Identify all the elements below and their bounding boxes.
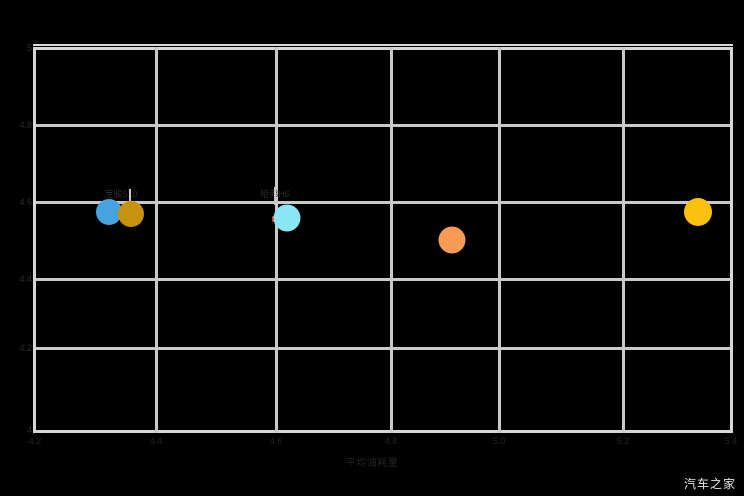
y-tick-label: 5	[26, 43, 32, 53]
gridline-vertical	[622, 47, 625, 433]
gridline-horizontal	[33, 278, 733, 281]
gridline-horizontal	[33, 47, 733, 50]
data-point-marker[interactable]	[273, 204, 301, 232]
gridline-horizontal	[33, 430, 733, 433]
watermark: 汽车之家	[683, 477, 736, 491]
axis-top-line	[33, 44, 733, 46]
gridline-vertical	[33, 47, 36, 433]
gridline-horizontal	[33, 201, 733, 204]
y-tick-label: 4.8	[19, 120, 32, 130]
x-tick-label: 4.6	[269, 436, 283, 446]
data-point-stem	[129, 189, 131, 203]
data-point-marker[interactable]	[118, 201, 144, 227]
y-tick-label: 4.2	[19, 343, 32, 353]
data-point-marker[interactable]	[684, 198, 712, 226]
data-point-marker[interactable]	[438, 226, 466, 254]
gridline-vertical	[275, 47, 278, 433]
x-tick-label: 5.4	[724, 436, 738, 446]
gridline-horizontal	[33, 347, 733, 350]
x-tick-label: 4.4	[149, 436, 163, 446]
data-point-marker[interactable]	[96, 199, 122, 225]
gridline-horizontal	[33, 124, 733, 127]
x-tick-label: 5.2	[616, 436, 630, 446]
x-tick-label: 5.0	[492, 436, 506, 446]
gridline-vertical	[498, 47, 501, 433]
x-tick-label: 4.2	[28, 436, 42, 446]
gridline-vertical	[155, 47, 158, 433]
x-tick-label: 4.8	[384, 436, 398, 446]
data-point-stem	[274, 187, 276, 205]
y-tick-label: 4	[26, 425, 32, 435]
y-tick-label: 4.6	[19, 197, 32, 207]
gridline-vertical	[390, 47, 393, 433]
y-tick-label: 4.4	[19, 274, 32, 284]
data-point-label: 宝骏510	[104, 189, 138, 199]
gridline-vertical	[730, 47, 733, 433]
plot-area: 宝骏510 哈弗H6	[33, 47, 733, 433]
x-axis-title: 平均油耗量	[345, 458, 399, 469]
